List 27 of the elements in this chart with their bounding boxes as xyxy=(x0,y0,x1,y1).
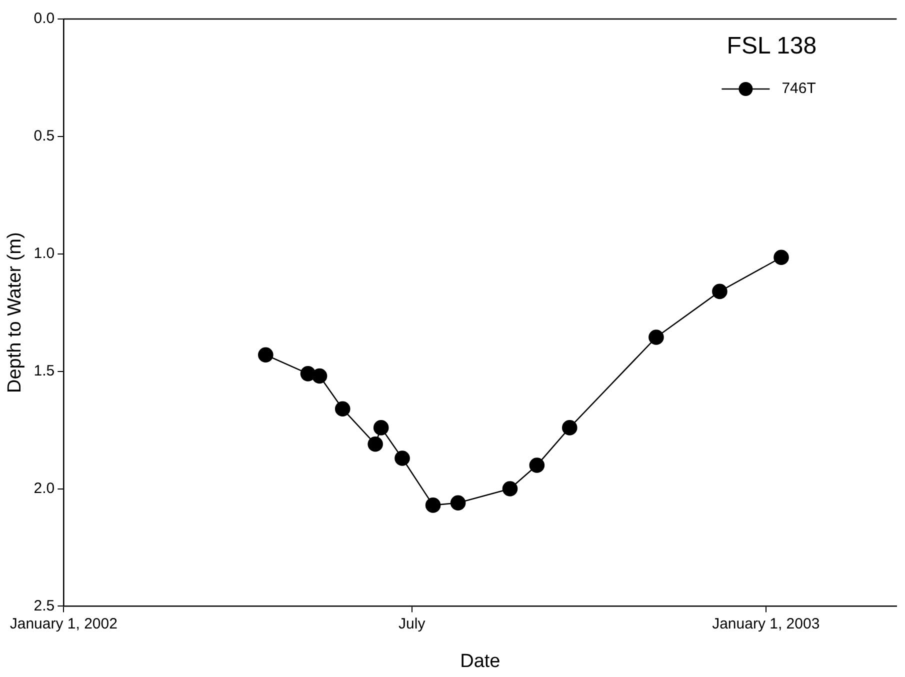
point xyxy=(529,458,545,473)
x-axis-title: Date xyxy=(460,650,500,672)
point xyxy=(774,250,789,266)
point xyxy=(425,498,441,513)
legend-title: FSL 138 xyxy=(726,32,817,60)
point xyxy=(450,495,466,511)
x-tick-label: January 1, 2002 xyxy=(10,615,118,632)
x-tick-label: January 1, 2003 xyxy=(712,615,820,632)
point xyxy=(373,420,389,436)
point xyxy=(712,284,728,300)
y-axis-title: Depth to Water (m) xyxy=(4,232,26,394)
legend-label: 746T xyxy=(782,80,816,98)
point xyxy=(562,420,578,436)
y-tick-label: 0.0 xyxy=(34,10,55,28)
x-tick-label: July xyxy=(398,615,426,632)
y-tick-label: 0.5 xyxy=(34,128,55,145)
point xyxy=(648,330,664,345)
point xyxy=(258,347,274,363)
point xyxy=(368,436,383,452)
point xyxy=(394,450,410,466)
y-tick-label: 1.5 xyxy=(34,362,55,380)
y-tick-label: 2.0 xyxy=(34,480,55,497)
y-tick-label: 1.0 xyxy=(34,245,55,262)
y-tick-label: 2.5 xyxy=(34,597,55,614)
point xyxy=(334,401,350,417)
point xyxy=(502,481,518,496)
point xyxy=(312,368,328,384)
